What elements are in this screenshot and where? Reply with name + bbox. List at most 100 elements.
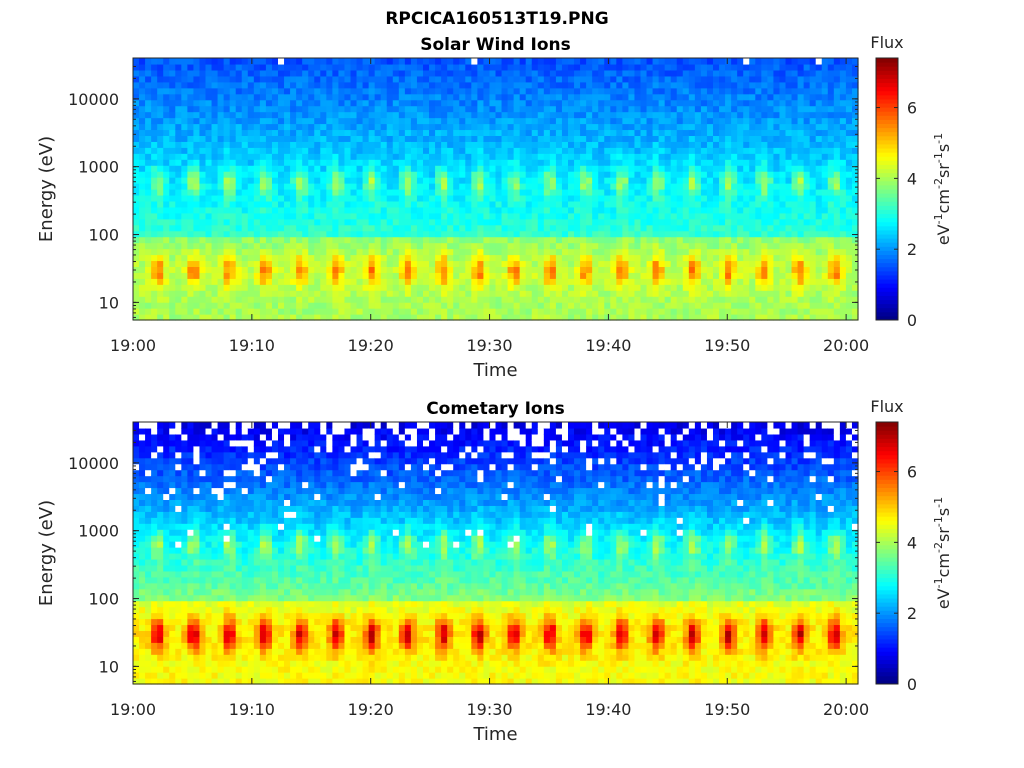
spectrogram-cell xyxy=(429,75,436,83)
spectrogram-cell xyxy=(755,159,762,166)
spectrogram-cell xyxy=(767,189,775,196)
spectrogram-cell xyxy=(664,87,672,95)
spectrogram-cell xyxy=(809,153,817,160)
spectrogram-cell xyxy=(640,165,648,172)
spectrogram-cell xyxy=(719,159,726,166)
spectrogram-cell xyxy=(761,194,768,202)
spectrogram-cell xyxy=(767,314,775,321)
spectrogram-cell xyxy=(767,135,775,142)
spectrogram-cell xyxy=(332,278,340,285)
spectrogram-cell xyxy=(531,153,539,160)
spectrogram-cell xyxy=(561,81,569,89)
spectrogram-cell xyxy=(803,171,811,178)
spectrogram-cell xyxy=(797,117,805,125)
spectrogram-cell xyxy=(435,230,442,238)
spectrogram-cell xyxy=(694,224,702,232)
spectrogram-cell xyxy=(471,236,478,244)
spectrogram-cell xyxy=(253,236,261,244)
spectrogram-cell xyxy=(598,296,605,303)
spectrogram-cell xyxy=(592,212,599,220)
spectrogram-cell xyxy=(483,278,491,285)
spectrogram-cell xyxy=(271,189,279,196)
spectrogram-cell xyxy=(537,93,545,101)
spectrogram-cell xyxy=(447,177,454,184)
spectrogram-cell xyxy=(374,308,382,315)
spectrogram-cell xyxy=(169,63,176,71)
spectrogram-cell xyxy=(163,212,170,220)
spectrogram-cell xyxy=(429,105,436,113)
spectrogram-cell xyxy=(767,171,775,178)
spectrogram-cell xyxy=(809,206,817,214)
spectrogram-cell xyxy=(259,230,267,238)
spectrogram-cell xyxy=(241,272,249,279)
spectrogram-cell xyxy=(513,266,521,273)
spectrogram-cell xyxy=(549,123,557,131)
spectrogram-cell xyxy=(133,242,140,250)
spectrogram-cell xyxy=(435,206,442,214)
spectrogram-cell xyxy=(809,58,817,65)
spectrogram-cell xyxy=(187,206,195,214)
spectrogram-cell xyxy=(791,117,799,125)
spectrogram-cell xyxy=(241,117,249,125)
spectrogram-cell xyxy=(308,183,315,190)
spectrogram-cell xyxy=(604,81,611,89)
spectrogram-cell xyxy=(271,272,279,279)
spectrogram-cell xyxy=(175,302,182,309)
spectrogram-cell xyxy=(622,147,630,154)
spectrogram-cell xyxy=(610,308,617,315)
spectrogram-cell xyxy=(537,284,545,291)
spectrogram-cell xyxy=(706,105,714,113)
spectrogram-cell xyxy=(483,75,491,83)
spectrogram-cell xyxy=(380,105,388,113)
spectrogram-cell xyxy=(737,284,744,291)
spectrogram-cell xyxy=(682,81,690,89)
spectrogram-cell xyxy=(586,63,593,71)
spectrogram-cell xyxy=(211,314,219,321)
spectrogram-cell xyxy=(205,266,213,273)
spectrogram-cell xyxy=(139,75,146,83)
spectrogram-cell xyxy=(157,278,164,285)
spectrogram-cell xyxy=(157,314,164,321)
spectrogram-cell xyxy=(519,177,527,184)
spectrogram-cell xyxy=(265,171,273,178)
spectrogram-cell xyxy=(785,218,793,226)
spectrogram-cell xyxy=(169,69,176,77)
spectrogram-cell xyxy=(664,290,672,297)
spectrogram-cell xyxy=(356,290,364,297)
spectrogram-cell xyxy=(271,81,279,89)
spectrogram-cell xyxy=(713,165,720,172)
spectrogram-cell xyxy=(531,87,539,95)
spectrogram-cell xyxy=(537,159,545,166)
spectrogram-cell xyxy=(392,159,400,166)
spectrogram-cell xyxy=(380,260,388,267)
spectrogram-cell xyxy=(296,260,303,267)
spectrogram-cell xyxy=(658,111,666,119)
spectrogram-cell xyxy=(719,189,726,196)
spectrogram-cell xyxy=(580,189,587,196)
spectrogram-cell xyxy=(525,117,533,125)
spectrogram-cell xyxy=(163,206,170,214)
spectrogram-cell xyxy=(271,105,279,113)
spectrogram-cell xyxy=(332,314,340,321)
spectrogram-cell xyxy=(223,272,231,279)
spectrogram-cell xyxy=(700,135,708,142)
spectrogram-cell xyxy=(139,69,146,77)
spectrogram-cell xyxy=(151,224,158,232)
spectrogram-cell xyxy=(519,129,527,136)
spectrogram-cell xyxy=(525,218,533,226)
spectrogram-cell xyxy=(767,200,775,208)
spectrogram-cell xyxy=(296,230,303,238)
spectrogram-cell xyxy=(229,236,237,244)
spectrogram-cell xyxy=(386,302,394,309)
spectrogram-cell xyxy=(628,129,636,136)
spectrogram-cell xyxy=(616,99,623,107)
spectrogram-cell xyxy=(314,218,321,226)
spectrogram-cell xyxy=(338,123,346,131)
spectrogram-cell xyxy=(713,123,720,131)
spectrogram-cell xyxy=(507,165,515,172)
spectrogram-cell xyxy=(688,218,696,226)
spectrogram-cell xyxy=(694,290,702,297)
spectrogram-cell xyxy=(278,111,285,119)
spectrogram-cell xyxy=(175,284,182,291)
spectrogram-cell xyxy=(441,224,448,232)
